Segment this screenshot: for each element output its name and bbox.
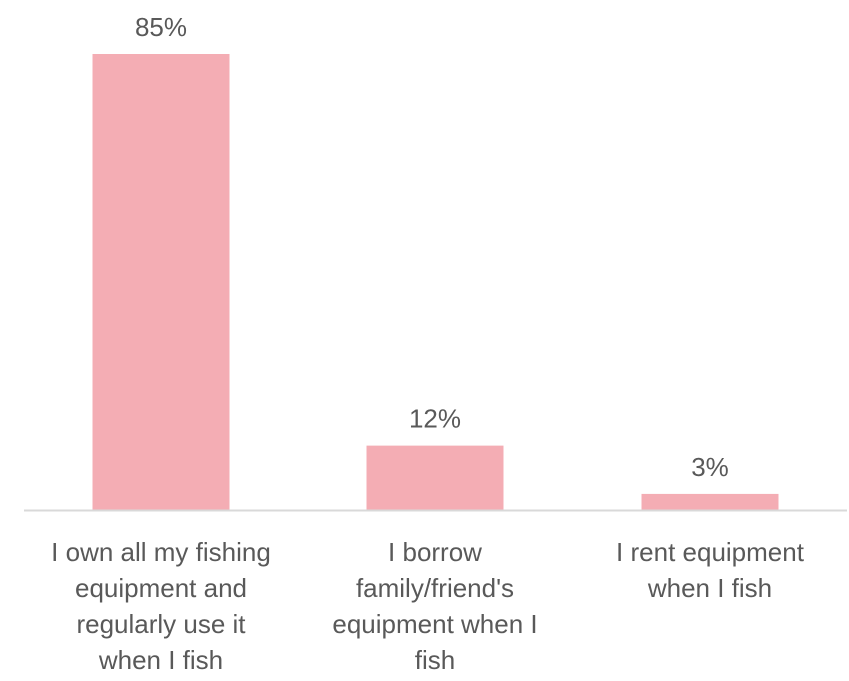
bars-group [92,54,779,510]
category-label-line: I own all my fishing [51,537,271,567]
data-label-3: 3% [691,452,729,482]
data-label-2: 12% [409,404,461,434]
data-labels-group: 85% 12% 3% [135,12,729,482]
category-label-3: I rent equipment when I fish [616,537,805,603]
category-label-line: I rent equipment [616,537,805,567]
bar-2 [366,445,504,510]
bar-3 [641,493,779,510]
category-label-line: regularly use it [76,609,246,639]
bar-1 [92,54,230,510]
category-label-1: I own all my fishing equipment and regular… [51,537,271,675]
category-labels-group: I own all my fishing equipment and regular… [51,537,805,675]
category-label-line: when I fish [647,573,772,603]
category-label-line: equipment and [75,573,247,603]
category-label-line: when I fish [98,645,223,675]
category-label-line: I borrow [388,537,482,567]
data-label-1: 85% [135,12,187,42]
category-label-2: I borrow family/friend's equipment when I f… [332,537,537,675]
category-label-line: fish [415,645,455,675]
category-label-line: equipment when I [332,609,537,639]
category-label-line: family/friend's [356,573,514,603]
